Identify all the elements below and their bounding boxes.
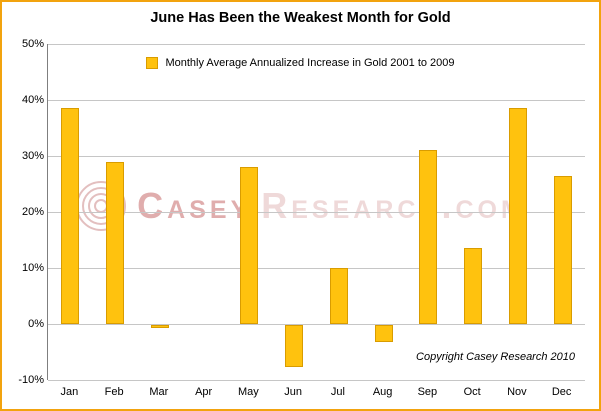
- plot-area: [47, 44, 585, 381]
- x-tick-label: Nov: [507, 386, 527, 398]
- copyright-note: Copyright Casey Research 2010: [416, 351, 575, 363]
- bar-jun: [285, 325, 304, 367]
- x-tick-label: Jun: [284, 386, 302, 398]
- bar-nov: [508, 108, 527, 324]
- gridline: [48, 324, 585, 325]
- x-tick-label: Mar: [149, 386, 169, 398]
- x-tick-label: Oct: [463, 386, 481, 398]
- bar-jan: [61, 108, 80, 324]
- chart-title: June Has Been the Weakest Month for Gold: [150, 10, 451, 26]
- y-tick-label: 30%: [21, 150, 44, 162]
- bar-sep: [419, 150, 438, 324]
- x-tick-label: Aug: [372, 386, 393, 398]
- gridline: [48, 100, 585, 101]
- x-tick-label: May: [237, 386, 259, 398]
- gridline: [48, 212, 585, 213]
- bar-jul: [329, 268, 348, 324]
- bar-aug: [374, 325, 393, 342]
- gridline: [48, 268, 585, 269]
- gridline: [48, 380, 585, 381]
- gridline: [48, 156, 585, 157]
- bar-dec: [553, 175, 572, 324]
- y-tick-label: 20%: [21, 206, 44, 218]
- bar-feb: [106, 161, 125, 324]
- y-tick-label: 50%: [21, 38, 44, 50]
- bar-oct: [464, 248, 483, 324]
- x-tick-label: Feb: [104, 386, 124, 398]
- gridline: [48, 44, 585, 45]
- x-tick-label: Dec: [551, 386, 572, 398]
- x-tick-label: Sep: [417, 386, 438, 398]
- bar-may: [240, 167, 259, 324]
- x-tick-label: Jan: [60, 386, 79, 398]
- x-tick-label: Apr: [195, 386, 213, 398]
- y-tick-label: 0%: [28, 318, 44, 330]
- y-tick-label: 10%: [21, 262, 44, 274]
- y-tick-label: -10%: [18, 374, 44, 386]
- bar-mar: [150, 325, 169, 328]
- y-tick-label: 40%: [21, 94, 44, 106]
- x-tick-label: Jul: [330, 386, 345, 398]
